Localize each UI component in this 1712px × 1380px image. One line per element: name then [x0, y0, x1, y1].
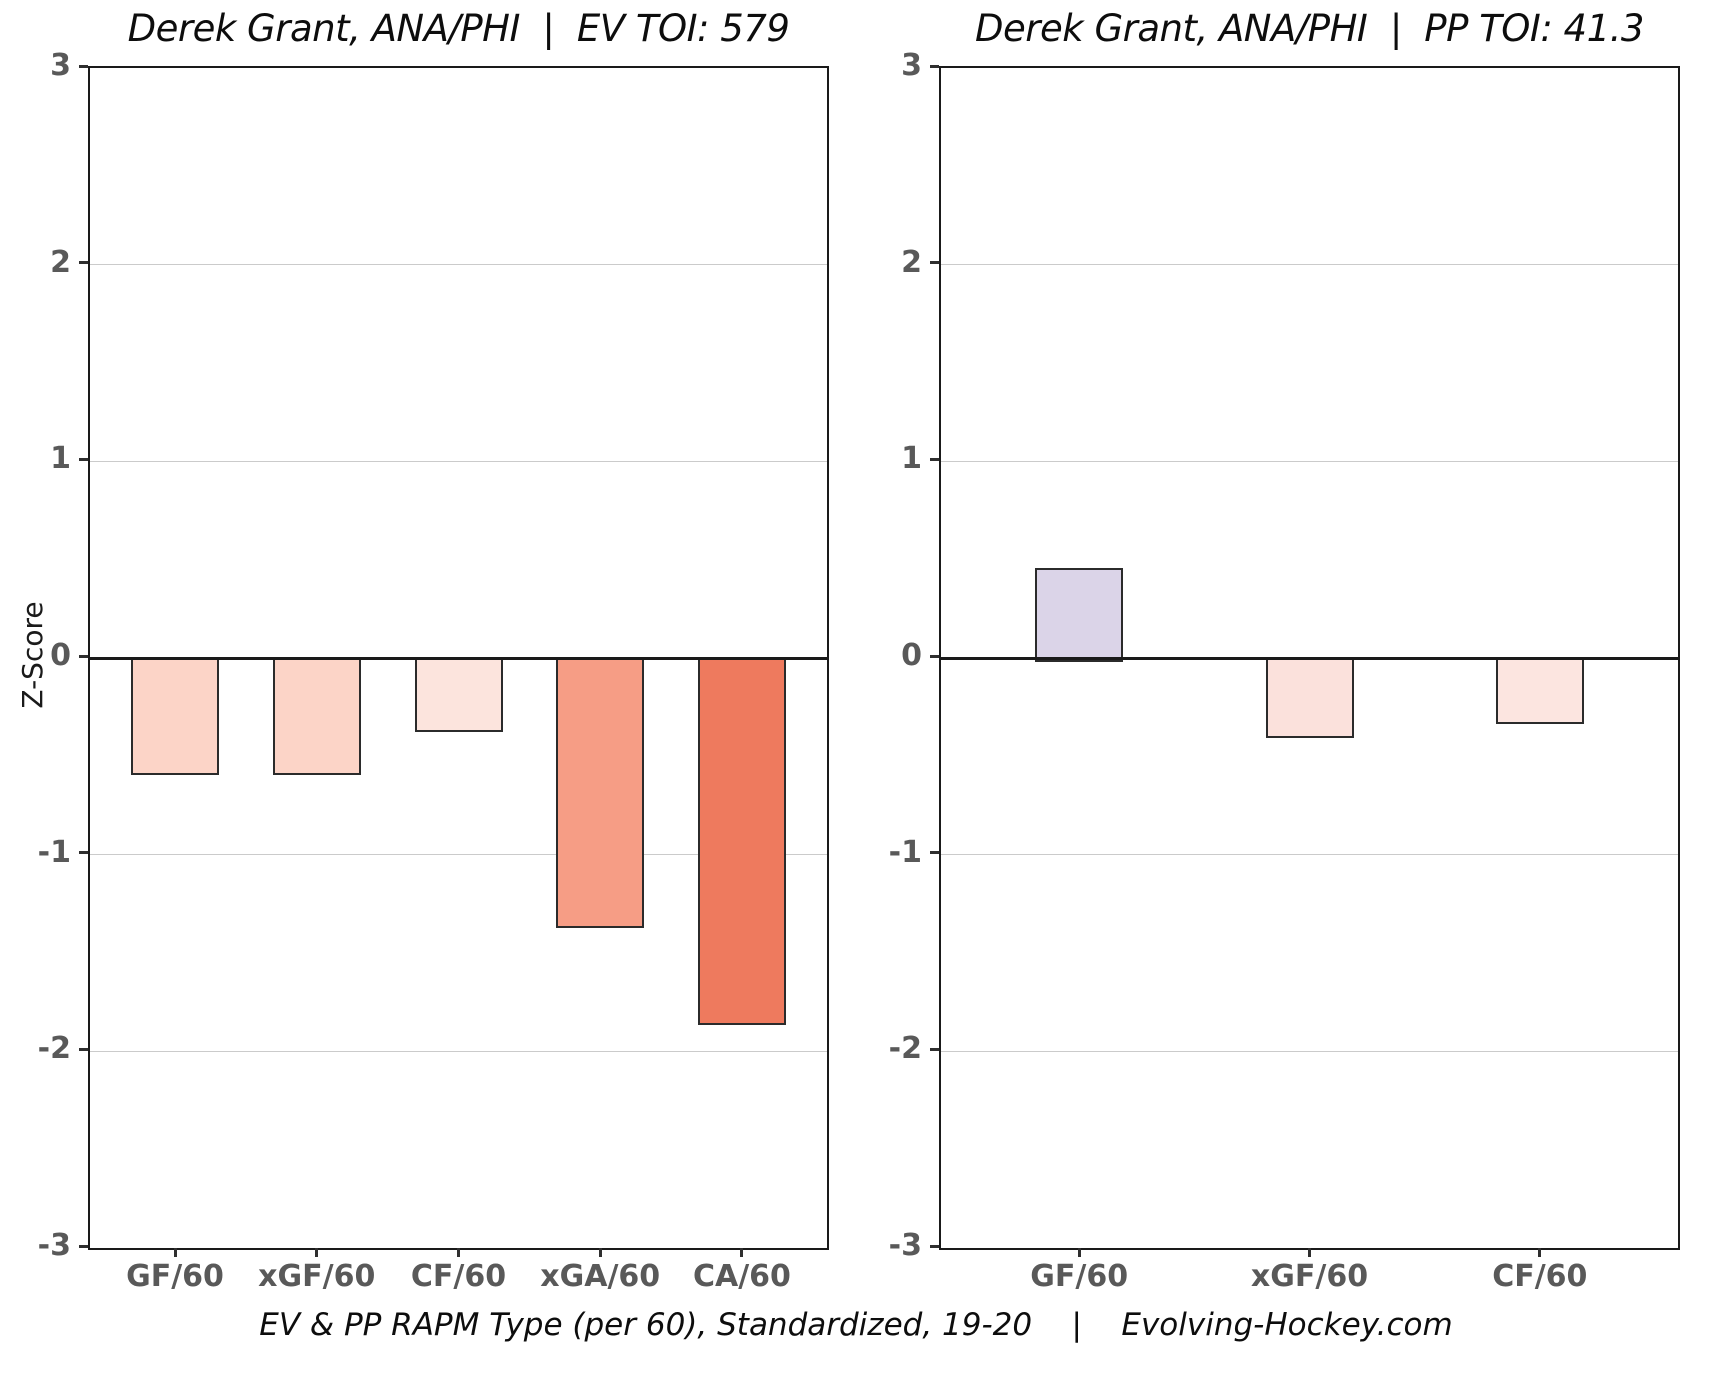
x-tick-CF/60: [457, 1248, 460, 1257]
y-label-0: 0: [901, 638, 922, 673]
y-tick--2: [930, 1047, 939, 1051]
x-tick-xGF/60: [315, 1248, 319, 1257]
chart-title-pp: Derek Grant, ANA/PHI | PP TOI: 41.3: [975, 7, 1644, 50]
x-tick-GF/60: [1077, 1248, 1081, 1257]
y-tick--3: [930, 1244, 939, 1248]
gridline-y-1: [90, 854, 827, 856]
bar-xGF/60: [1265, 657, 1354, 738]
y-label--1: -1: [37, 834, 71, 870]
gridline-y1: [90, 460, 827, 462]
y-tick-0: [79, 654, 88, 658]
x-tick-xGF/60: [1308, 1248, 1311, 1257]
x-label-CF/60: CF/60: [410, 1259, 507, 1294]
y-label-3: 3: [50, 48, 71, 83]
y-tick-1: [79, 457, 88, 461]
bar-CF/60: [414, 657, 503, 732]
y-tick-3: [79, 64, 88, 68]
zero-line: [941, 656, 1678, 660]
panel-ev: [88, 66, 829, 1250]
y-label-1: 1: [901, 441, 922, 477]
gridline-y-2: [941, 1050, 1678, 1052]
panel-pp: [939, 66, 1680, 1250]
x-label-GF/60: GF/60: [1030, 1259, 1129, 1294]
y-label-0: 0: [50, 638, 71, 673]
y-label--3: -3: [888, 1228, 922, 1263]
y-tick-3: [930, 64, 939, 68]
y-label--2: -2: [37, 1031, 71, 1067]
y-tick-1: [930, 457, 939, 461]
y-tick--3: [79, 1244, 88, 1248]
x-tick-xGA/60: [598, 1248, 602, 1257]
bar-GF/60: [131, 657, 220, 776]
x-label-xGF/60: xGF/60: [258, 1259, 376, 1294]
y-tick--2: [79, 1047, 88, 1051]
y-label-3: 3: [901, 48, 922, 83]
y-label--2: -2: [888, 1031, 922, 1067]
bar-xGA/60: [556, 657, 645, 929]
y-label--3: -3: [37, 1228, 71, 1263]
zero-line: [90, 656, 827, 660]
y-tick-2: [79, 261, 88, 265]
gridline-y1: [941, 460, 1678, 462]
y-tick-0: [930, 654, 939, 658]
y-label-1: 1: [50, 441, 71, 477]
y-tick--1: [79, 851, 88, 855]
x-label-GF/60: GF/60: [126, 1259, 224, 1294]
x-label-CF/60: CF/60: [1492, 1259, 1588, 1294]
gridline-y-2: [90, 1050, 827, 1052]
y-tick--1: [930, 851, 939, 855]
x-label-CA/60: CA/60: [692, 1259, 791, 1294]
x-tick-CF/60: [1538, 1248, 1542, 1257]
y-label--1: -1: [888, 834, 922, 870]
bar-GF/60: [1035, 567, 1124, 662]
gridline-y-1: [941, 854, 1678, 856]
figure-caption: EV & PP RAPM Type (per 60), Standardized…: [259, 1307, 1453, 1343]
x-tick-GF/60: [173, 1248, 177, 1257]
x-label-xGF/60: xGF/60: [1250, 1259, 1369, 1294]
bar-xGF/60: [272, 657, 361, 776]
y-label-2: 2: [901, 244, 922, 280]
chart-title-ev: Derek Grant, ANA/PHI | EV TOI: 579: [127, 7, 790, 50]
bar-CA/60: [697, 657, 786, 1025]
x-label-xGA/60: xGA/60: [540, 1259, 661, 1294]
y-tick-2: [930, 261, 939, 265]
x-tick-CA/60: [740, 1248, 744, 1257]
y-label-2: 2: [50, 244, 71, 280]
gridline-y2: [941, 264, 1678, 266]
bar-CF/60: [1495, 657, 1584, 724]
gridline-y2: [90, 264, 827, 266]
